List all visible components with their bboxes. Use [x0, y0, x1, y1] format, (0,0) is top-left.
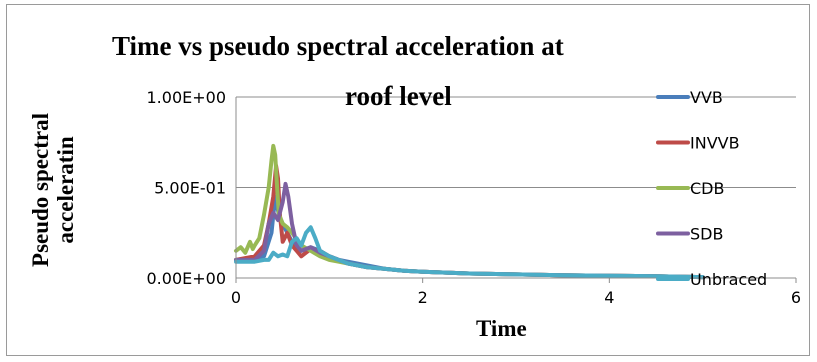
y-tick-label: 1.00E+00 — [147, 88, 227, 107]
x-tick-label: 2 — [418, 288, 428, 307]
y-tick-label: 5.00E-01 — [154, 179, 226, 198]
legend-label-unbraced: Unbraced — [690, 270, 767, 289]
chart-title-line-1: Time vs pseudo spectral acceleration at — [112, 31, 564, 61]
legend-label-vvb: VVB — [690, 88, 723, 107]
axes: 0.00E+00 5.00E-01 1.00E+00 0 2 4 6 — [147, 88, 802, 307]
series-line-unbraced — [234, 225, 705, 280]
legend-label-cdb: CDB — [690, 179, 724, 198]
series-lines — [234, 143, 705, 280]
gridlines — [236, 96, 796, 188]
x-axis-title: Time — [476, 316, 527, 341]
y-axis-title-line-2: acceleratin — [53, 136, 78, 243]
y-axis-title-line-1: Pseudo spectral — [28, 113, 53, 267]
chart-title-line-2: roof level — [345, 81, 452, 111]
x-tick-label: 6 — [791, 288, 801, 307]
x-tick-label: 0 — [231, 288, 241, 307]
legend-label-sdb: SDB — [690, 225, 723, 244]
chart-frame — [6, 4, 810, 356]
x-tick-label: 4 — [604, 288, 614, 307]
y-tick-label: 0.00E+00 — [147, 269, 227, 288]
legend-label-invvb: INVVB — [690, 134, 740, 153]
series-line-cdb — [234, 143, 705, 280]
legend: VVB INVVB CDB SDB Unbraced — [656, 88, 767, 289]
series-line-invvb — [234, 163, 705, 280]
